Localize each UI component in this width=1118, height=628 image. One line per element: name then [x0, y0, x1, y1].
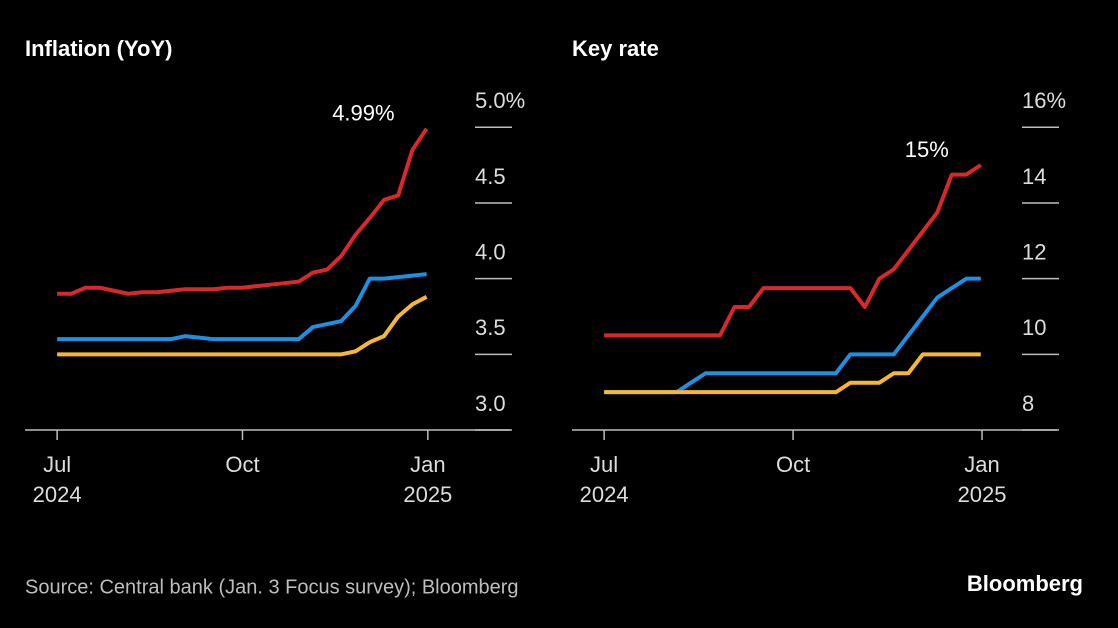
value-label: 4.99% — [332, 101, 394, 126]
series-line — [57, 127, 429, 296]
chart-title: Key rate — [572, 36, 659, 61]
x-tick-label: Jan 2025 — [958, 452, 1007, 507]
series-line — [604, 163, 982, 338]
y-tick-label: 3.0 — [475, 391, 506, 416]
y-tick-label: 8 — [1022, 391, 1034, 416]
series-line — [604, 352, 981, 395]
y-tick-label: 5.0% — [475, 88, 525, 113]
x-tick-label: Oct — [225, 452, 259, 477]
source-note: Source: Central bank (Jan. 3 Focus surve… — [25, 576, 519, 598]
y-tick-label: 14 — [1022, 164, 1046, 189]
y-tick-label: 3.5 — [475, 315, 506, 340]
y-tick-label: 4.5 — [475, 164, 506, 189]
y-tick-label: 4.0 — [475, 239, 506, 264]
chart-title: Inflation (YoY) — [25, 36, 172, 61]
x-tick-label: Jul 2024 — [33, 452, 82, 507]
x-tick-label: Jul 2024 — [580, 452, 629, 507]
logo: Bloomberg — [967, 571, 1083, 596]
x-tick-label: Jan 2025 — [403, 452, 452, 507]
y-tick-label: 16% — [1022, 88, 1066, 113]
x-tick-label: Oct — [776, 452, 810, 477]
series-line — [57, 272, 427, 342]
y-tick-label: 12 — [1022, 239, 1046, 264]
value-label: 15% — [905, 137, 949, 162]
y-tick-label: 10 — [1022, 315, 1046, 340]
series-line — [57, 295, 428, 357]
